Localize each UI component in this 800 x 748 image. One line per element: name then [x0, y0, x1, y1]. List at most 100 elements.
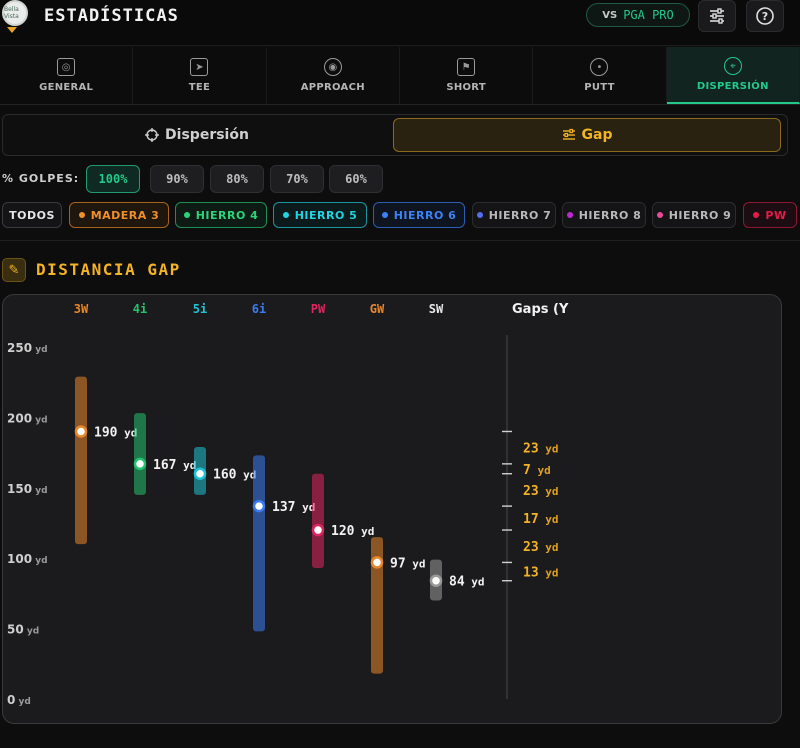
club-label: MADERA 3 [90, 208, 160, 222]
navigation-icon: ➤ [190, 58, 209, 76]
tab-short[interactable]: ⚑ SHORT [400, 47, 534, 104]
club-filter-todos[interactable]: TODOS [2, 202, 62, 228]
club-dot [183, 212, 190, 218]
club-label: HIERRO 7 [488, 208, 552, 222]
flag-icon: ⚑ [457, 58, 476, 76]
y-tick-label: 250 yd [7, 341, 48, 355]
value-label: 160 yd [213, 468, 256, 483]
mode-dispersion-button[interactable]: Dispersión [7, 118, 387, 152]
gap-chart: 0 yd 50 yd 100 yd 150 yd 200 yd 250 yd 3W 4i 5i 6… [7, 302, 569, 707]
club-filter-pw[interactable]: PW [743, 202, 797, 228]
tab-general[interactable]: ◎ GENERAL [0, 47, 134, 104]
club-filter-hierro-6[interactable]: HIERRO 6 [373, 202, 465, 228]
logo-text: Bella Vista [4, 6, 19, 20]
tab-label: GENERAL [39, 82, 94, 93]
value-label: 190 yd [94, 425, 137, 440]
gap-label: 17 yd [523, 512, 559, 527]
avg-dot [74, 425, 88, 438]
gap-label: 13 yd [523, 566, 559, 581]
club-dot [78, 212, 85, 218]
range-bar [75, 376, 87, 545]
club-dot [282, 212, 289, 218]
gap-label: 23 yd [523, 442, 559, 457]
category-label: 5i [193, 302, 207, 316]
club-label: HIERRO 6 [393, 208, 457, 222]
tab-putt[interactable]: • PUTT [533, 47, 667, 104]
club-logo[interactable]: Bella Vista [2, 0, 28, 26]
club-filter-hierro-8[interactable]: HIERRO 8 [562, 202, 646, 228]
tab-label: APPROACH [300, 82, 365, 93]
category-label: 4i [133, 302, 147, 316]
logo-dropdown-icon[interactable] [7, 27, 17, 33]
range-bar [312, 473, 324, 569]
club-dot [753, 212, 760, 218]
club-label: TODOS [9, 208, 55, 222]
club-filter-hierro-4[interactable]: HIERRO 4 [175, 202, 267, 228]
vs-label: VS [602, 9, 618, 21]
y-tick-label: 50 yd [7, 623, 39, 637]
value-label: 120 yd [331, 524, 374, 539]
golpes-option-70[interactable]: 70% [270, 165, 324, 193]
golpes-option-90[interactable]: 90% [150, 165, 204, 193]
value-label: 137 yd [272, 500, 315, 515]
view-mode-toggle: Dispersión Gap [2, 114, 788, 156]
y-tick-label: 150 yd [7, 482, 48, 496]
club-filter-hierro-7[interactable]: HIERRO 7 [472, 202, 556, 228]
question-icon: ? [756, 7, 774, 25]
tab-approach[interactable]: ◉ APPROACH [267, 47, 400, 104]
golpes-option-80[interactable]: 80% [210, 165, 264, 193]
avg-dot [133, 457, 147, 471]
sliders-icon [562, 128, 575, 140]
compare-toggle[interactable]: VS PGA PRO [586, 3, 690, 27]
crosshair-icon: ⌖ [723, 57, 742, 75]
help-button[interactable]: ? [746, 0, 784, 32]
club-filter-madera-3[interactable]: MADERA 3 [69, 202, 169, 228]
value-label: 97 yd [390, 556, 426, 571]
avg-dot [252, 499, 266, 513]
medal-icon: ◎ [57, 58, 76, 76]
range-bar [253, 455, 265, 632]
club-label: PW [765, 208, 787, 222]
value-label: 84 yd [449, 575, 485, 590]
crosshair-icon [145, 128, 160, 142]
club-dot [476, 212, 483, 218]
compare-label: PGA PRO [623, 8, 674, 22]
gap-label: 7 yd [523, 463, 551, 478]
section-divider [0, 240, 800, 241]
category-label: 3W [74, 302, 89, 316]
avg-dot [311, 523, 325, 537]
ruler-icon: ✎ [2, 258, 26, 282]
avg-dot [429, 574, 443, 587]
tab-label: DISPERSIÓN [696, 81, 769, 92]
filters-button[interactable] [698, 0, 736, 32]
mode-gap-button[interactable]: Gap [393, 118, 781, 152]
club-label: HIERRO 8 [578, 208, 642, 222]
golpes-option-100[interactable]: 100% [86, 165, 140, 193]
gaps-title: Gaps (Y [512, 302, 569, 317]
tab-label: SHORT [446, 82, 486, 93]
y-tick-label: 0 yd [7, 693, 31, 707]
section-title: DISTANCIA GAP [36, 260, 181, 279]
gap-label: 23 yd [523, 540, 559, 555]
golpes-option-60[interactable]: 60% [329, 165, 383, 193]
mode-gap-label: Gap [581, 127, 613, 143]
gap-label: 23 yd [523, 484, 559, 499]
club-label: HIERRO 5 [294, 208, 358, 222]
category-label: PW [311, 302, 326, 316]
avg-dot [370, 556, 384, 569]
stats-tabs: ◎ GENERAL ➤ TEE ◉ APPROACH ⚑ SHORT • PUT… [0, 47, 800, 105]
avg-dot [193, 467, 207, 480]
club-filter-hierro-9[interactable]: HIERRO 9 [652, 202, 736, 228]
club-label: HIERRO 4 [195, 208, 259, 222]
club-dot [566, 212, 573, 218]
circle-dot-icon: • [590, 58, 609, 76]
svg-text:?: ? [762, 10, 768, 23]
club-dot [656, 212, 663, 218]
club-filter-hierro-5[interactable]: HIERRO 5 [273, 202, 367, 228]
y-tick-label: 200 yd [7, 411, 48, 425]
golpes-label: % GOLPES: [2, 172, 80, 185]
mode-dispersion-label: Dispersión [165, 127, 249, 143]
target-icon: ◉ [323, 58, 342, 76]
tab-dispersion[interactable]: ⌖ DISPERSIÓN [666, 47, 800, 104]
tab-tee[interactable]: ➤ TEE [133, 47, 267, 104]
